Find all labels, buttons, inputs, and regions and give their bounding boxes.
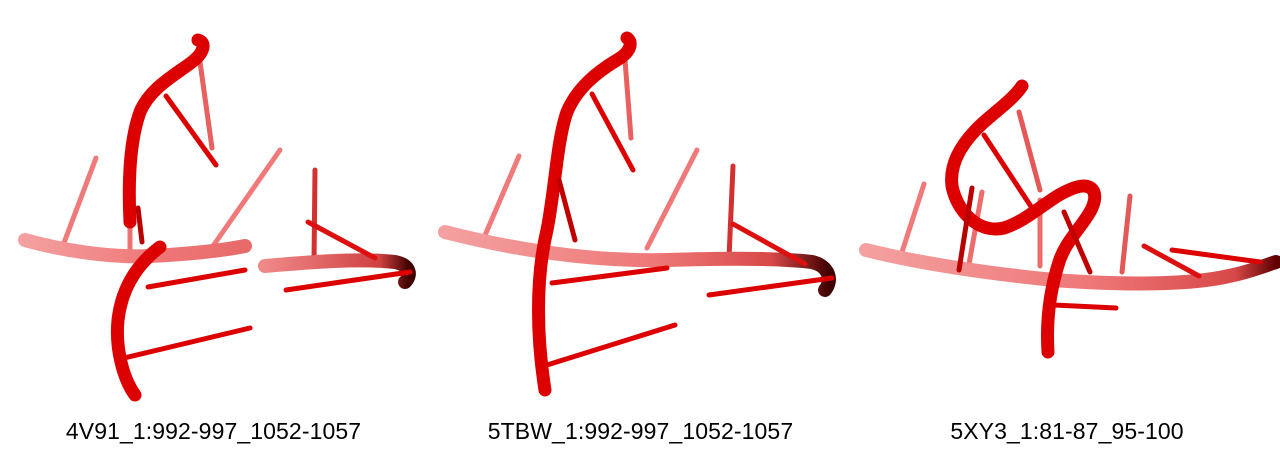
structure-panel-5xy3: 5XY3_1:81-87_95-100 (854, 0, 1280, 460)
faded-base-sticks (480, 57, 736, 261)
front-strand (110, 240, 167, 402)
right-base-sticks (706, 221, 835, 298)
lower-backbone-right (258, 253, 416, 289)
structure-caption: 5TBW_1:992-997_1052-1057 (487, 418, 794, 444)
rna-structure-render-5xy3 (859, 79, 1280, 359)
knotted-strand-sticks (956, 132, 1119, 311)
rna-structure-render-5tbw (438, 31, 836, 397)
backbone (438, 225, 836, 297)
structure-panel-4v91: 4V91_1:992-997_1052-1057 (0, 0, 427, 460)
rna-structure-render-4v91 (18, 33, 416, 402)
structure-caption: 5XY3_1:81-87_95-100 (950, 418, 1184, 444)
right-base-sticks (283, 219, 413, 293)
structure-panel-5tbw: 5TBW_1:992-997_1052-1057 (427, 0, 854, 460)
main-strand (532, 31, 637, 397)
front-strand-sticks (121, 267, 253, 361)
main-strand-sticks (544, 91, 678, 368)
upper-strand (122, 33, 210, 229)
knotted-strand (945, 79, 1102, 359)
upper-strand-sticks (135, 93, 219, 245)
structure-caption: 4V91_1:992-997_1052-1057 (65, 418, 362, 444)
right-base-sticks (1141, 243, 1263, 279)
faded-base-sticks (59, 59, 318, 265)
lower-backbone-left (18, 233, 252, 264)
backbone (859, 243, 1280, 291)
